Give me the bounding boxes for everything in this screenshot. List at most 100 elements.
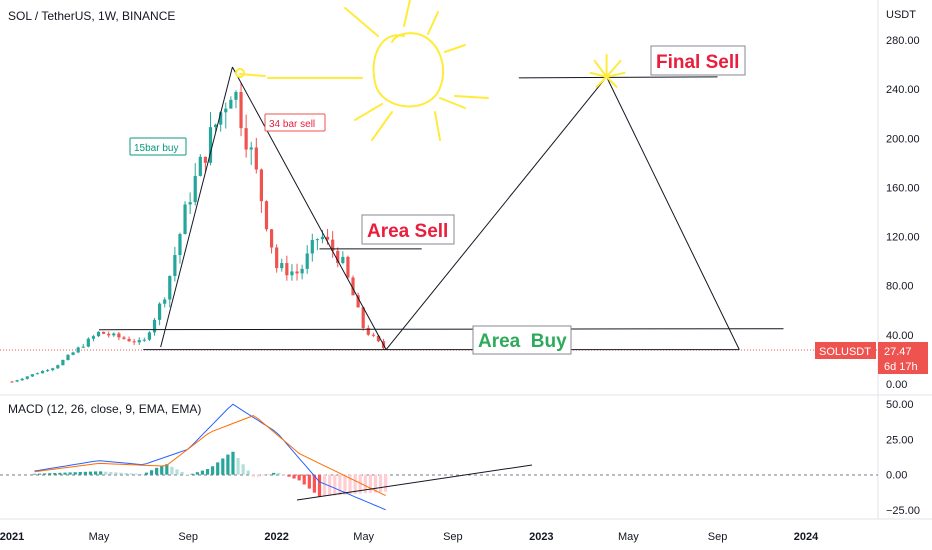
macd-histogram-bar — [205, 469, 210, 475]
macd-histogram-bar — [63, 472, 67, 475]
candle-body — [336, 250, 340, 263]
macd-histogram-bar — [282, 474, 286, 476]
price-tick-label: 280.00 — [886, 35, 920, 47]
macd-histogram-bar — [155, 467, 159, 475]
candle-body — [356, 295, 360, 308]
candle-body — [142, 339, 146, 341]
sun-ray-icon — [439, 97, 466, 109]
macd-histogram-bar — [134, 473, 138, 475]
candle-body — [158, 303, 162, 320]
time-tick-label: 2024 — [794, 531, 819, 543]
price-axis-ticks: 280.00 240.00 200.00 160.00 120.00 80.00 40.00… — [886, 35, 920, 391]
label-final-sell: Final Sell — [650, 45, 746, 76]
sun-ray-icon — [354, 103, 383, 121]
candle-body — [213, 124, 218, 128]
macd-tick-label: 25.00 — [886, 434, 914, 446]
macd-histogram-bar — [287, 474, 291, 477]
label-34bar-sell-text: 34 bar sell — [269, 119, 315, 130]
candle-body — [198, 156, 202, 176]
macd-histogram-bar — [180, 471, 184, 475]
macd-histogram-bar — [211, 466, 215, 475]
macd-histogram-bar — [256, 474, 261, 477]
macd-histogram-bar — [32, 473, 37, 475]
candle-body — [178, 234, 182, 256]
macd-histogram-bar — [251, 474, 255, 477]
macd-histogram-bar — [149, 470, 154, 475]
label-area-sell-text: Area Sell — [367, 221, 448, 242]
macd-histogram-bar — [246, 470, 250, 475]
projection-down — [606, 76, 740, 350]
candle-body — [76, 347, 80, 353]
price-tick-label: 80.00 — [886, 281, 914, 293]
macd-histogram-bar — [119, 472, 123, 475]
level-area-buy-upper — [99, 328, 784, 331]
candle-body — [168, 275, 172, 300]
candle-body — [96, 331, 101, 337]
sun-ray-icon — [605, 75, 618, 88]
candle-body — [20, 378, 24, 381]
price-tick-label: 40.00 — [886, 330, 914, 342]
candle-body — [310, 239, 314, 254]
macd-divergence-line — [296, 464, 533, 501]
macd-histogram-bar — [226, 454, 230, 475]
candle-body — [137, 340, 141, 343]
sun-ray-icon — [595, 75, 608, 88]
macd-histogram-bar — [373, 474, 378, 493]
candle-body — [249, 147, 253, 150]
symbol-title[interactable]: SOL / TetherUS, 1W, BINANCE — [8, 9, 175, 23]
trend-34bar-sell — [231, 66, 387, 350]
candle-body — [91, 336, 96, 339]
sun-ray-icon — [427, 11, 439, 35]
sun-ray-icon — [605, 59, 622, 78]
candle-body — [239, 92, 243, 129]
badge-price: 27.47 — [884, 346, 912, 358]
candle-body — [219, 112, 223, 125]
macd-histogram-bar — [195, 472, 199, 475]
macd-tick-label: −25.00 — [886, 505, 920, 517]
macd-histogram-bar — [114, 472, 118, 475]
candle-body — [244, 128, 248, 150]
drawing-layer — [99, 66, 784, 351]
macd-histogram-bar — [129, 473, 133, 475]
macd-histogram-bar — [43, 473, 47, 475]
candle-body — [107, 333, 111, 336]
macd-histogram-bar — [144, 472, 149, 475]
candle-body — [188, 202, 192, 205]
macd-histogram-bar — [333, 474, 337, 496]
macd-histogram-bar — [216, 462, 220, 475]
sun-ray-icon — [403, 0, 411, 27]
candle-body — [132, 341, 136, 343]
macd-axis-ticks: 50.00 25.00 0.00 −25.00 — [886, 399, 920, 517]
macd-histogram-bar — [277, 472, 281, 475]
sun-ray-icon — [434, 111, 441, 141]
label-15bar-buy: 15bar buy — [129, 137, 187, 156]
candle-body — [264, 201, 269, 230]
candle-body — [275, 247, 279, 269]
candle-body — [56, 365, 60, 369]
time-tick-label: May — [353, 531, 374, 543]
candle-body — [127, 338, 131, 342]
sun-ray-icon — [454, 95, 489, 99]
macd-histogram-bar — [272, 472, 276, 475]
candle-body — [305, 253, 309, 269]
candle-body — [112, 333, 116, 336]
macd-histogram-bar — [83, 471, 87, 475]
macd-histogram-bar — [175, 469, 179, 475]
candle-body — [35, 373, 40, 375]
label-area-buy: Area Buy — [472, 325, 572, 355]
sun-ray-icon — [444, 44, 466, 53]
macd-histogram-bar — [165, 464, 169, 475]
candle-body — [280, 263, 284, 269]
time-tick-label: Sep — [443, 531, 463, 543]
candle-body — [51, 368, 55, 371]
macd-histogram-bar — [338, 474, 342, 496]
time-tick-label: May — [89, 531, 110, 543]
macd-histogram-bar — [317, 474, 322, 497]
time-tick-label: 2022 — [264, 531, 288, 543]
macd-tick-label: 0.00 — [886, 470, 907, 482]
macd-label[interactable]: MACD (12, 26, close, 9, EMA, EMA) — [8, 402, 201, 416]
candle-body — [117, 333, 121, 338]
sun-ray-icon — [589, 71, 608, 78]
macd-histogram-bar — [37, 473, 42, 475]
